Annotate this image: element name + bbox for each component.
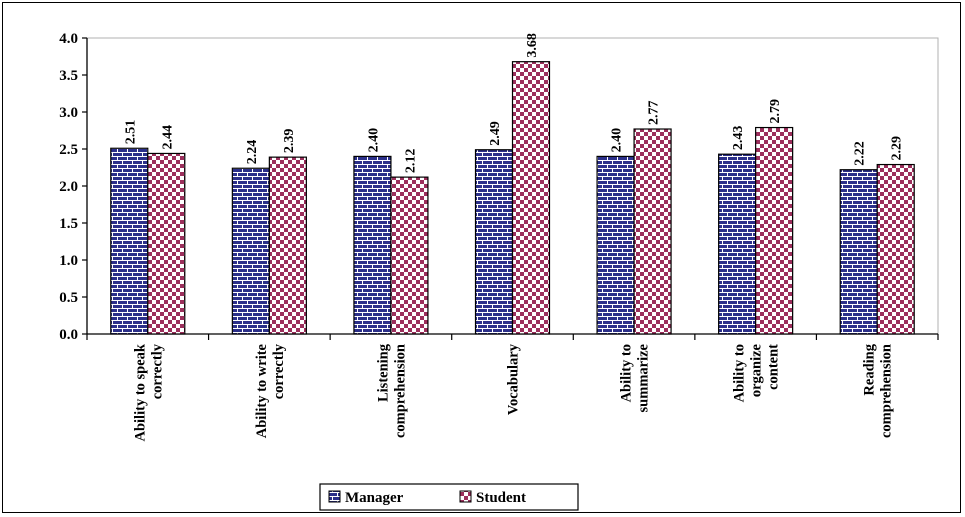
bar-manager xyxy=(231,167,270,335)
category-label-line: Ability to speak xyxy=(132,343,148,441)
data-label: 2.12 xyxy=(403,149,418,174)
category-label-line: content xyxy=(766,344,782,390)
bar-student xyxy=(755,126,794,335)
y-tick-label: 3.0 xyxy=(59,105,78,121)
category-label-line: Listening xyxy=(375,343,391,402)
data-label: 2.40 xyxy=(610,128,625,153)
category-label-line: comprehension xyxy=(392,344,408,438)
data-label: 2.29 xyxy=(890,136,905,161)
bar-manager xyxy=(839,169,878,335)
x-axis xyxy=(86,334,939,340)
bar-student xyxy=(511,61,551,335)
data-label: 2.22 xyxy=(853,141,868,166)
category-label: Reading comprehension xyxy=(862,343,895,438)
category-label: Ability to organize content xyxy=(732,343,782,402)
category-label: Ability to write correctly xyxy=(254,343,287,438)
category-label-line: Vocabulary xyxy=(506,343,522,415)
bar-student xyxy=(876,163,915,335)
category-label-line: Ability to write xyxy=(254,343,270,438)
y-tick-label: 0.0 xyxy=(59,327,78,343)
category-label-line: correctly xyxy=(149,343,165,399)
data-label: 2.40 xyxy=(366,128,381,153)
legend: Manager Student xyxy=(319,483,579,511)
bar-manager xyxy=(110,147,149,335)
y-tick-label: 2.0 xyxy=(59,179,78,195)
category-label: Vocabulary xyxy=(506,343,522,415)
y-tick-label: 1.5 xyxy=(59,216,78,232)
y-tick-label: 0.5 xyxy=(59,290,78,306)
legend-swatch-student xyxy=(459,490,472,503)
category-label-line: Ability to xyxy=(732,344,748,402)
y-axis: 0.0 0.5 1.0 1.5 2.0 2.5 3.0 3.5 4.0 xyxy=(59,31,87,343)
legend-label-manager: Manager xyxy=(345,490,404,506)
bar-student xyxy=(390,176,429,335)
data-label: 2.43 xyxy=(731,126,746,151)
data-label: 2.51 xyxy=(123,120,138,145)
data-labels: 2.51 2.44 2.24 2.39 2.40 2.12 2.49 3.68 2.40 2.77… xyxy=(123,33,904,173)
category-label-line: summarize xyxy=(636,343,652,412)
category-label-line: comprehension xyxy=(879,344,895,438)
category-label: Listening comprehension xyxy=(375,343,408,438)
y-tick-label: 2.5 xyxy=(59,142,78,158)
legend-box xyxy=(319,483,579,511)
bar-manager xyxy=(596,155,635,335)
y-tick-label: 3.5 xyxy=(59,68,78,84)
bar-manager xyxy=(353,155,392,335)
bar-student xyxy=(147,152,186,335)
category-label-line: Ability to xyxy=(619,344,635,402)
legend-swatch-manager xyxy=(328,490,341,503)
category-label: Ability to summarize xyxy=(619,343,652,412)
data-label: 2.79 xyxy=(768,99,783,124)
data-label: 2.77 xyxy=(647,101,662,126)
y-tick-label: 1.0 xyxy=(59,253,78,269)
bar-student xyxy=(268,156,307,335)
bar-manager xyxy=(718,153,757,335)
data-label: 2.39 xyxy=(282,129,297,154)
bar-student xyxy=(633,128,672,335)
bars xyxy=(110,61,915,335)
bar-manager xyxy=(474,149,514,335)
legend-label-student: Student xyxy=(476,490,526,506)
y-tick-label: 4.0 xyxy=(59,31,78,47)
data-label: 2.49 xyxy=(488,121,503,146)
data-label: 3.68 xyxy=(525,33,540,58)
category-label-line: correctly xyxy=(271,343,287,399)
category-label-line: Reading xyxy=(862,343,878,395)
category-label-line: organize xyxy=(749,343,765,397)
category-label: Ability to speak correctly xyxy=(132,343,165,441)
data-label: 2.44 xyxy=(160,125,175,150)
category-labels: Ability to speak correctly Ability to writ… xyxy=(132,343,894,441)
data-label: 2.24 xyxy=(245,140,260,165)
